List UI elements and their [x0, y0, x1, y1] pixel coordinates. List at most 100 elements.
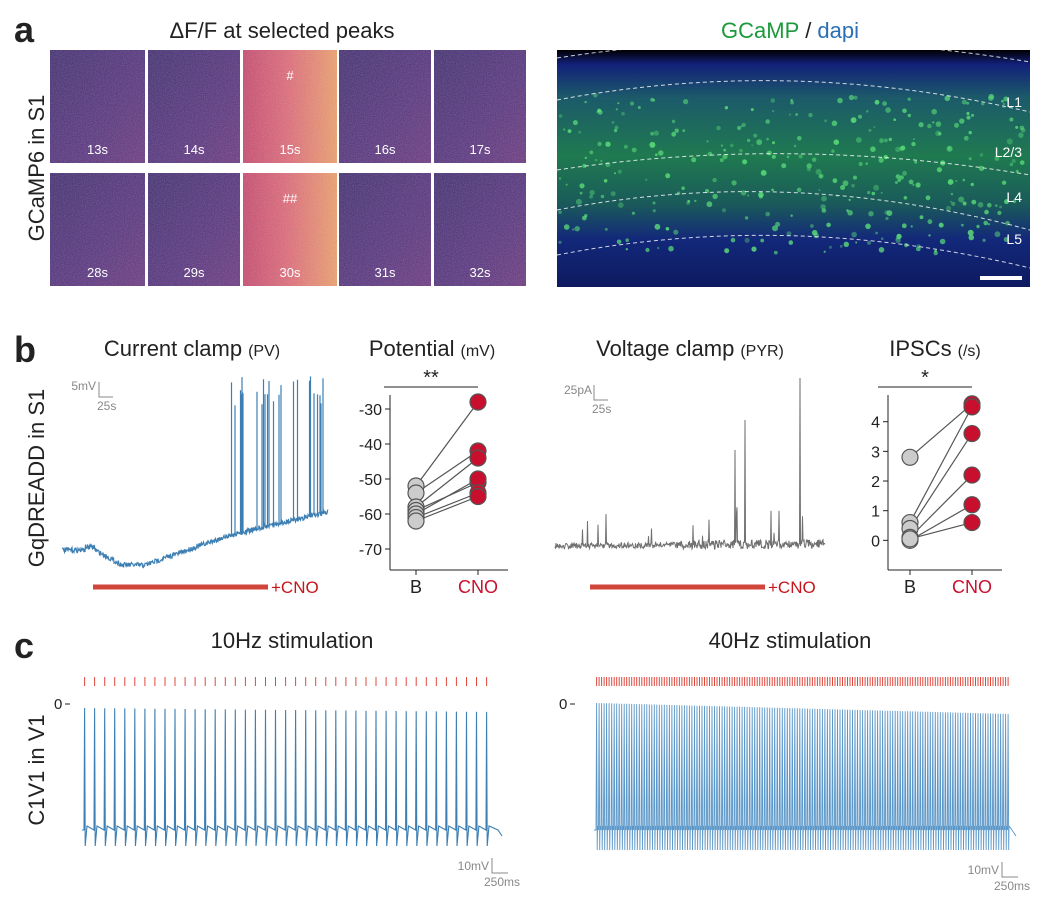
cell: [563, 224, 570, 230]
cell: [671, 119, 676, 124]
cell: [665, 173, 671, 179]
y-tick-label: 0: [871, 533, 880, 550]
cell: [668, 245, 674, 252]
cell: [681, 186, 685, 190]
cell: [918, 122, 924, 128]
frame-time: 13s: [87, 142, 108, 157]
scale-label: 250ms: [994, 879, 1030, 893]
cell: [600, 194, 605, 199]
panel-title: ΔF/F at selected peaks: [169, 18, 394, 43]
title-text: Voltage clamp: [596, 336, 734, 361]
cell: [1018, 132, 1024, 138]
stain-label: GCaMP: [721, 18, 799, 43]
frame-time: 16s: [375, 142, 396, 157]
pair-line: [909, 403, 973, 458]
cell: [915, 246, 921, 252]
zero-label: 0: [559, 696, 567, 713]
y-tick-label: -40: [359, 437, 382, 454]
cell: [1003, 96, 1009, 102]
cell: [625, 238, 629, 242]
trace-title: 10Hz stimulation: [211, 628, 374, 653]
cell: [855, 137, 862, 143]
cell: [826, 222, 831, 228]
frame-noise: [243, 50, 337, 163]
cell: [798, 154, 803, 159]
cell: [812, 157, 817, 162]
cell: [786, 155, 790, 159]
cell: [919, 215, 924, 220]
cell: [645, 247, 650, 253]
cell: [858, 161, 863, 167]
cell: [907, 113, 911, 118]
layer-boundary: [556, 40, 1031, 63]
panel-label: a: [14, 9, 35, 50]
cell-type: (PV): [248, 343, 280, 360]
cell: [1019, 160, 1025, 165]
point: [469, 449, 487, 467]
cell: [793, 144, 797, 148]
cell: [815, 168, 822, 175]
pair-line: [415, 401, 479, 487]
cell: [912, 138, 915, 141]
cell: [932, 121, 935, 124]
cell: [722, 154, 728, 160]
cell: [772, 109, 775, 113]
cell: [617, 169, 622, 174]
cell: [765, 211, 770, 217]
cell: [795, 113, 798, 116]
frame-time: 14s: [184, 142, 205, 157]
cell: [1003, 237, 1009, 242]
cell: [865, 223, 871, 230]
cell: [657, 246, 660, 250]
cell: [824, 119, 827, 123]
drug-label: +CNO: [271, 578, 319, 597]
cell: [878, 157, 884, 163]
cell: [766, 137, 769, 141]
cell: [987, 223, 991, 226]
cell: [773, 250, 778, 255]
cell: [831, 120, 838, 127]
frame-noise: [434, 173, 526, 286]
cell: [565, 183, 568, 186]
cell: [605, 141, 611, 147]
cell: [962, 178, 966, 182]
histology-background: [557, 50, 1030, 287]
cell: [837, 97, 843, 104]
cell: [961, 223, 964, 227]
cell: [962, 201, 967, 206]
cell: [880, 237, 884, 240]
cell: [908, 179, 914, 185]
cell: [925, 195, 931, 201]
cell: [574, 226, 580, 232]
frame-noise: [339, 50, 431, 163]
cell: [621, 111, 625, 116]
separator: /: [805, 18, 812, 43]
cell: [625, 248, 628, 251]
frames: 13s 14s 15s #16s 17s 28s 29s 30s ## 31s 32s: [50, 50, 526, 286]
cell: [961, 99, 967, 105]
cell: [786, 231, 792, 237]
cell: [652, 201, 656, 205]
cell: [938, 132, 942, 136]
cell: [604, 227, 608, 231]
significance: **: [423, 367, 439, 389]
trace: [82, 707, 503, 847]
scale-label: 250ms: [484, 875, 520, 889]
cell: [687, 199, 691, 203]
title-text: Current clamp: [104, 336, 242, 361]
cell: [885, 107, 891, 113]
cell: [910, 225, 913, 228]
cell: [613, 128, 618, 133]
unit: (mV): [460, 343, 495, 360]
cell: [842, 180, 849, 187]
chart-title: Potential (mV): [369, 336, 495, 361]
cell: [971, 113, 974, 117]
cell: [865, 162, 868, 165]
cell: [966, 101, 970, 105]
cell: [611, 120, 615, 124]
cell: [645, 178, 648, 181]
cell: [933, 250, 938, 256]
cell: [616, 239, 622, 245]
cell: [772, 225, 778, 232]
row-label: GqDREADD in S1: [24, 389, 49, 568]
